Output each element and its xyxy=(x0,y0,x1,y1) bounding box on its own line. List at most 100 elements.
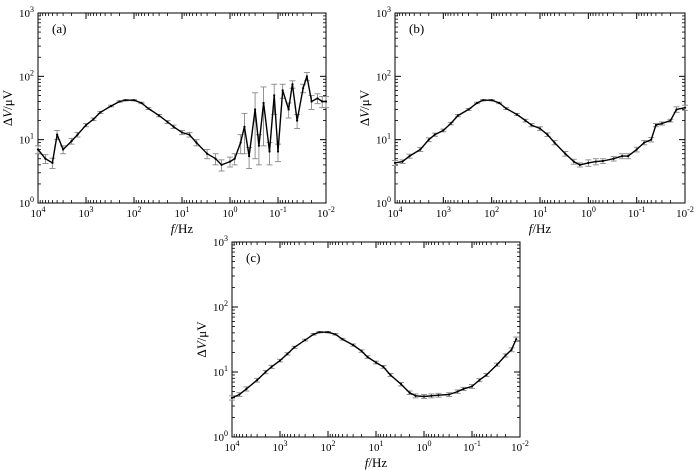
data-point xyxy=(99,111,102,114)
data-point xyxy=(635,148,638,151)
y-tick-label: 103 xyxy=(19,5,34,20)
y-axis-title: ΔV/μV xyxy=(0,89,15,126)
x-tick-label: 10-2 xyxy=(317,205,335,220)
data-point xyxy=(248,155,251,158)
x-tick-label: 102 xyxy=(321,439,336,454)
data-point xyxy=(264,370,267,374)
data-point xyxy=(262,101,265,105)
data-point xyxy=(316,97,319,100)
data-point xyxy=(276,150,280,153)
data-point xyxy=(515,113,519,116)
x-tick-label: 104 xyxy=(31,205,46,220)
data-point xyxy=(270,365,273,368)
panel-label: (c) xyxy=(246,250,260,265)
data-point xyxy=(594,160,597,163)
data-point xyxy=(419,148,422,151)
x-tick-label: 104 xyxy=(388,205,403,220)
data-point xyxy=(341,338,344,341)
data-point xyxy=(318,331,321,334)
data-point xyxy=(124,99,127,102)
data-point xyxy=(490,99,493,102)
x-tick-label: 10-2 xyxy=(511,439,529,454)
data-point xyxy=(278,359,282,362)
x-tick-label: 103 xyxy=(436,205,451,220)
data-point xyxy=(389,373,392,377)
x-tick-label: 10-2 xyxy=(676,205,694,220)
data-point xyxy=(546,133,549,136)
data-point xyxy=(414,394,417,397)
y-tick-label: 103 xyxy=(376,5,391,20)
y-tick-label: 102 xyxy=(376,68,391,83)
data-point xyxy=(147,107,150,110)
data-point xyxy=(303,338,307,342)
data-point xyxy=(427,138,430,141)
data-point xyxy=(140,101,143,105)
panel-label: (b) xyxy=(409,21,424,36)
x-tick-label: 100 xyxy=(417,439,432,454)
data-point xyxy=(273,94,276,97)
data-point xyxy=(442,129,445,132)
data-point xyxy=(233,157,236,160)
data-point xyxy=(36,148,40,151)
data-point xyxy=(382,365,385,368)
data-point xyxy=(238,393,241,396)
data-point xyxy=(132,99,136,102)
data-point xyxy=(669,119,672,122)
data-point xyxy=(44,157,47,160)
data-point xyxy=(157,114,161,117)
data-point xyxy=(408,391,411,394)
data-point xyxy=(627,155,630,158)
data-point xyxy=(281,89,284,92)
data-point xyxy=(268,150,271,153)
data-point xyxy=(601,159,604,163)
data-point xyxy=(433,133,436,136)
data-point xyxy=(92,118,95,121)
data-point xyxy=(351,343,355,347)
data-point xyxy=(437,394,440,397)
x-tick-label: 101 xyxy=(175,205,190,220)
panel-label: (a) xyxy=(52,21,66,36)
data-point xyxy=(286,352,289,355)
data-point xyxy=(654,123,658,127)
data-point xyxy=(643,141,646,144)
data-point xyxy=(312,333,315,336)
x-tick-label: 102 xyxy=(127,205,142,220)
data-point xyxy=(321,100,324,103)
y-tick-label: 102 xyxy=(213,299,228,314)
data-point xyxy=(374,361,378,364)
y-axis-title: ΔV/μV xyxy=(357,89,372,126)
data-point xyxy=(422,395,426,398)
x-axis-title: f/Hz xyxy=(529,221,552,236)
data-point xyxy=(683,106,687,109)
data-point xyxy=(564,152,567,155)
data-point xyxy=(456,390,459,393)
data-point xyxy=(255,379,259,382)
data-point xyxy=(495,363,499,366)
data-point xyxy=(430,394,433,397)
data-point xyxy=(462,387,465,390)
data-point xyxy=(253,108,257,111)
data-point xyxy=(51,161,54,164)
y-tick-label: 101 xyxy=(213,364,228,379)
y-tick-label: 102 xyxy=(19,68,34,83)
x-tick-label: 100 xyxy=(581,205,596,220)
data-point xyxy=(393,161,397,164)
x-tick-label: 103 xyxy=(79,205,94,220)
data-point xyxy=(504,354,507,357)
data-point xyxy=(449,122,452,125)
data-point xyxy=(408,155,411,158)
data-point xyxy=(482,99,485,102)
data-point xyxy=(291,83,294,86)
data-point xyxy=(118,100,121,103)
panel-a: 104 103 102 101 100 10-1 10-2 100 101 102 103 (a) f/… xyxy=(0,5,335,236)
data-point xyxy=(470,385,474,388)
data-point xyxy=(553,141,556,144)
x-tick-label: 102 xyxy=(484,205,499,220)
data-point xyxy=(220,163,223,166)
panel-c: 104 103 102 101 100 10-1 10-2 100 101 102 103 (c) f/… xyxy=(194,234,529,470)
data-point xyxy=(505,107,508,110)
data-point xyxy=(228,160,232,163)
data-point xyxy=(239,141,242,144)
x-tick-label: 10-1 xyxy=(628,205,646,220)
